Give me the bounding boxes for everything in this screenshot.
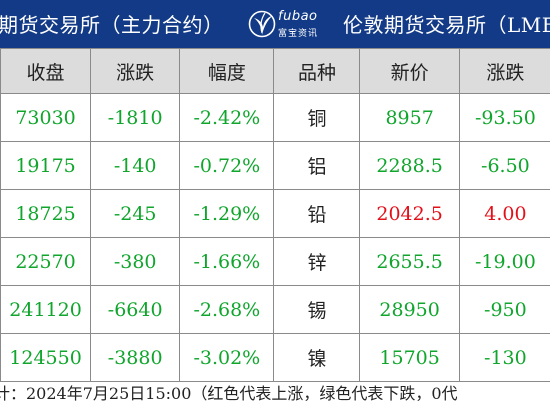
price-cell: 2042.5: [359, 189, 460, 238]
table-row: 73030 -1810 -2.42% 铜 8957 -93.50: [0, 93, 550, 142]
col-price-header: 新价: [359, 48, 460, 94]
pct-cell: -3.02%: [179, 333, 275, 382]
fubao-logo: fubao 富宝资讯: [248, 6, 328, 42]
col-pct-header: 幅度: [179, 48, 275, 94]
close-cell: 18725: [0, 189, 92, 238]
price-table: 收盘 涨跌 幅度 品种 新价 涨跌 73030 -1810 -2.42% 铜 8…: [0, 48, 550, 382]
price-cell: 15705: [359, 333, 460, 382]
table-row: 22570 -380 -1.66% 锌 2655.5 -19.00: [0, 237, 550, 286]
price-cell: 2655.5: [359, 237, 460, 286]
header-banner: 期货交易所（主力合约） fubao 富宝资讯 伦敦期货交易所（LME: [0, 0, 550, 48]
table-row: 18725 -245 -1.29% 铅 2042.5 4.00: [0, 189, 550, 238]
pct-cell: -2.68%: [179, 285, 275, 334]
metal-cell: 镍: [273, 333, 361, 382]
table-row: 124550 -3880 -3.02% 镍 15705 -130: [0, 333, 550, 382]
lme-change-cell: -6.50: [458, 141, 550, 190]
lme-title: 伦敦期货交易所（LME: [343, 13, 550, 37]
change-cell: -1810: [90, 93, 181, 142]
table-header-row: 收盘 涨跌 幅度 品种 新价 涨跌: [0, 48, 550, 94]
pct-cell: -1.29%: [179, 189, 275, 238]
pct-cell: -1.66%: [179, 237, 275, 286]
change-cell: -380: [90, 237, 181, 286]
close-cell: 241120: [0, 285, 92, 334]
table-row: 241120 -6640 -2.68% 锡 28950 -950: [0, 285, 550, 334]
close-cell: 73030: [0, 93, 92, 142]
lme-change-cell: -93.50: [458, 93, 550, 142]
table-row: 19175 -140 -0.72% 铝 2288.5 -6.50: [0, 141, 550, 190]
footer-note: 计：2024年7月25日15:00（红色代表上涨，绿色代表下跌，0代: [0, 384, 458, 403]
shfe-title: 期货交易所（主力合约）: [0, 13, 224, 37]
price-cell: 28950: [359, 285, 460, 334]
price-cell: 2288.5: [359, 141, 460, 190]
leaf-logo-icon: [248, 10, 276, 38]
close-cell: 124550: [0, 333, 92, 382]
price-cell: 8957: [359, 93, 460, 142]
close-cell: 19175: [0, 141, 92, 190]
change-cell: -140: [90, 141, 181, 190]
pct-cell: -0.72%: [179, 141, 275, 190]
col-lme-change-header: 涨跌: [458, 48, 550, 94]
metal-cell: 锌: [273, 237, 361, 286]
lme-change-cell: -950: [458, 285, 550, 334]
lme-change-cell: -130: [458, 333, 550, 382]
change-cell: -6640: [90, 285, 181, 334]
logo-text-en: fubao: [278, 9, 318, 24]
logo-text-cn: 富宝资讯: [278, 29, 319, 39]
close-cell: 22570: [0, 237, 92, 286]
col-metal-header: 品种: [273, 48, 361, 94]
metal-cell: 铜: [273, 93, 361, 142]
lme-change-cell: 4.00: [458, 189, 550, 238]
lme-change-cell: -19.00: [458, 237, 550, 286]
pct-cell: -2.42%: [179, 93, 275, 142]
change-cell: -3880: [90, 333, 181, 382]
col-change-header: 涨跌: [90, 48, 181, 94]
metal-cell: 铝: [273, 141, 361, 190]
col-close-header: 收盘: [0, 48, 92, 94]
metal-cell: 锡: [273, 285, 361, 334]
metal-cell: 铅: [273, 189, 361, 238]
change-cell: -245: [90, 189, 181, 238]
